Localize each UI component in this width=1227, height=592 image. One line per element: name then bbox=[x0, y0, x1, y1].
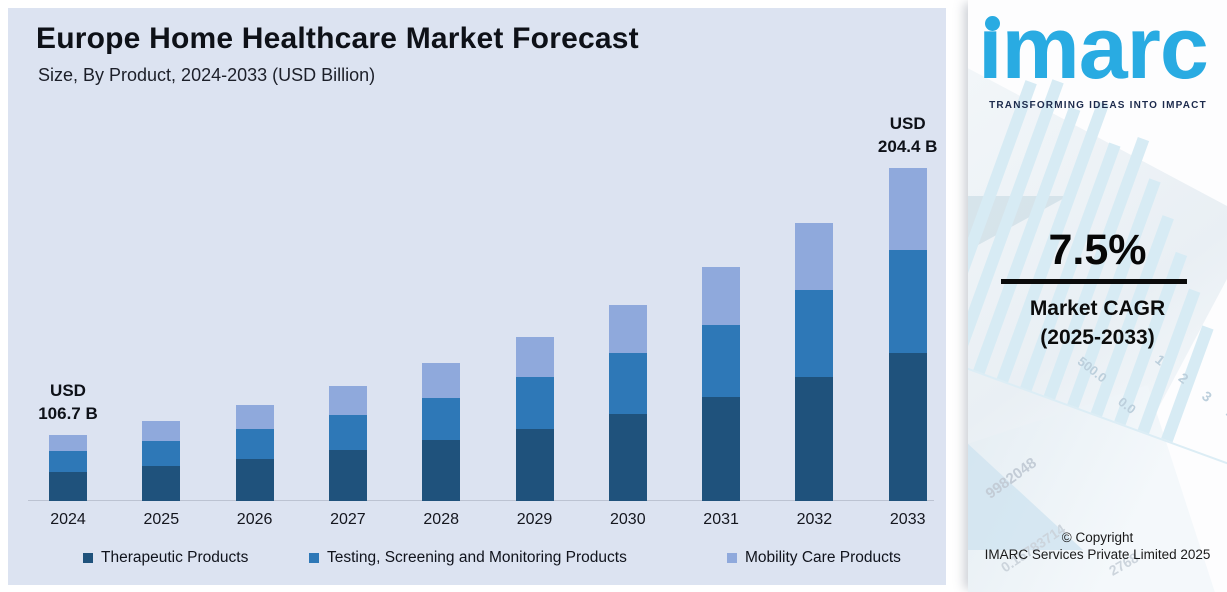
bar-segment bbox=[888, 168, 927, 250]
bar-segment bbox=[795, 223, 834, 290]
bar-column-2032: 2032 bbox=[795, 223, 834, 528]
bar-stack bbox=[515, 337, 554, 501]
bar-stack bbox=[795, 223, 834, 501]
bar-stack bbox=[142, 421, 181, 501]
logo-dot-icon bbox=[985, 16, 1000, 31]
copyright-line2: IMARC Services Private Limited 2025 bbox=[984, 547, 1211, 562]
imarc-logo-tagline: TRANSFORMING IDEAS INTO IMPACT bbox=[989, 100, 1207, 111]
legend-swatch-icon bbox=[83, 553, 93, 563]
bar-segment bbox=[702, 397, 741, 501]
cagr-label: Market CAGR bbox=[1029, 297, 1166, 320]
bar-segment bbox=[422, 363, 461, 398]
bar-column-2033: 2033 bbox=[888, 168, 927, 528]
x-axis-line bbox=[28, 500, 934, 501]
bar-column-2031: 2031 bbox=[702, 267, 741, 528]
x-axis-tick-label: 2026 bbox=[236, 511, 273, 528]
imarc-logo-wordmark: ımarc bbox=[978, 0, 1209, 97]
legend-item: Mobility Care Products bbox=[727, 549, 901, 567]
x-axis-tick-label: 2024 bbox=[50, 511, 86, 528]
bar-segment bbox=[888, 353, 927, 501]
bar-segment bbox=[515, 377, 554, 429]
bar-stack bbox=[702, 267, 741, 501]
x-axis-tick-label: 2028 bbox=[423, 511, 459, 528]
chart-legend: Therapeutic Products Testing, Screening a… bbox=[8, 549, 946, 573]
cagr-period: (2025-2033) bbox=[1040, 326, 1155, 349]
bar-column-2026: 2026 bbox=[235, 405, 274, 528]
bar-stack bbox=[235, 405, 274, 501]
x-axis-tick-label: 2025 bbox=[143, 511, 180, 528]
bar-segment bbox=[422, 398, 461, 440]
bar-value-label-line: USD bbox=[50, 381, 86, 401]
bar-segment bbox=[49, 451, 87, 472]
bar-segment bbox=[142, 441, 181, 466]
bar-segment bbox=[328, 415, 367, 450]
bar-segment bbox=[328, 450, 367, 501]
chart-panel: Europe Home Healthcare Market Forecast S… bbox=[8, 8, 946, 585]
bar-segment bbox=[235, 429, 274, 459]
bar-value-label-line: USD bbox=[889, 114, 926, 134]
bar-segment bbox=[702, 325, 741, 397]
bar-stack bbox=[328, 386, 367, 501]
bar-stack bbox=[422, 363, 461, 501]
bar-segment bbox=[49, 435, 87, 451]
bar-stack bbox=[888, 168, 927, 501]
cagr-value: 7.5% bbox=[1048, 226, 1147, 274]
legend-swatch-icon bbox=[727, 553, 737, 563]
legend-item: Therapeutic Products bbox=[83, 549, 248, 567]
bar-column-2030: 2030 bbox=[608, 305, 647, 528]
copyright-line1: © Copyright bbox=[1061, 530, 1134, 545]
bar-column-2024: 2024 bbox=[49, 435, 87, 528]
bar-segment bbox=[702, 267, 741, 325]
cagr-underline bbox=[1001, 279, 1187, 284]
bar-column-2025: 2025 bbox=[142, 421, 181, 528]
bar-column-2028: 2028 bbox=[422, 363, 461, 528]
bar-segment bbox=[888, 250, 927, 353]
bar-segment bbox=[142, 421, 181, 441]
bar-segment bbox=[328, 386, 367, 415]
bar-value-label: USD 204.4 B bbox=[853, 113, 963, 158]
bar-segment bbox=[235, 459, 274, 501]
brand-panel: 500.0 0.0 1 2 3 4 9982048 0.15783714 276… bbox=[968, 0, 1227, 592]
bar-segment bbox=[608, 353, 647, 414]
bar-segment bbox=[515, 337, 554, 377]
bar-value-label-line: 204.4 B bbox=[877, 136, 938, 156]
bar-segment bbox=[515, 429, 554, 501]
bar-stack bbox=[608, 305, 647, 501]
x-axis-tick-label: 2033 bbox=[889, 511, 926, 528]
x-axis-tick-label: 2030 bbox=[610, 511, 646, 528]
legend-label: Testing, Screening and Monitoring Produc… bbox=[327, 549, 627, 566]
bar-column-2027: 2027 bbox=[328, 386, 367, 528]
legend-label: Therapeutic Products bbox=[101, 549, 249, 566]
bar-value-label-line: 106.7 B bbox=[38, 403, 98, 423]
chart-subtitle: Size, By Product, 2024-2033 (USD Billion… bbox=[38, 65, 376, 85]
x-axis-tick-label: 2027 bbox=[330, 511, 366, 528]
bar-segment bbox=[608, 414, 647, 501]
x-axis-tick-label: 2032 bbox=[796, 511, 833, 528]
bar-segment bbox=[235, 405, 274, 429]
bar-chart: 2024 2025 2026 2027 2028 2029 2030 2031 2032 2033… bbox=[8, 8, 946, 585]
bar-segment bbox=[608, 305, 647, 353]
legend-item: Testing, Screening and Monitoring Produc… bbox=[309, 549, 627, 567]
bar-segment bbox=[795, 290, 834, 377]
bar-segment bbox=[49, 472, 87, 501]
chart-title: Europe Home Healthcare Market Forecast bbox=[36, 22, 639, 55]
bar-segment bbox=[422, 440, 461, 501]
bar-column-2029: 2029 bbox=[515, 337, 554, 528]
bar-value-label: USD 106.7 B bbox=[13, 380, 123, 425]
bar-segment bbox=[795, 377, 834, 501]
x-axis-tick-label: 2029 bbox=[516, 511, 553, 528]
x-axis-tick-label: 2031 bbox=[703, 511, 739, 528]
legend-label: Mobility Care Products bbox=[745, 549, 901, 566]
bar-stack bbox=[49, 435, 87, 501]
bar-segment bbox=[142, 466, 181, 501]
legend-swatch-icon bbox=[309, 553, 319, 563]
